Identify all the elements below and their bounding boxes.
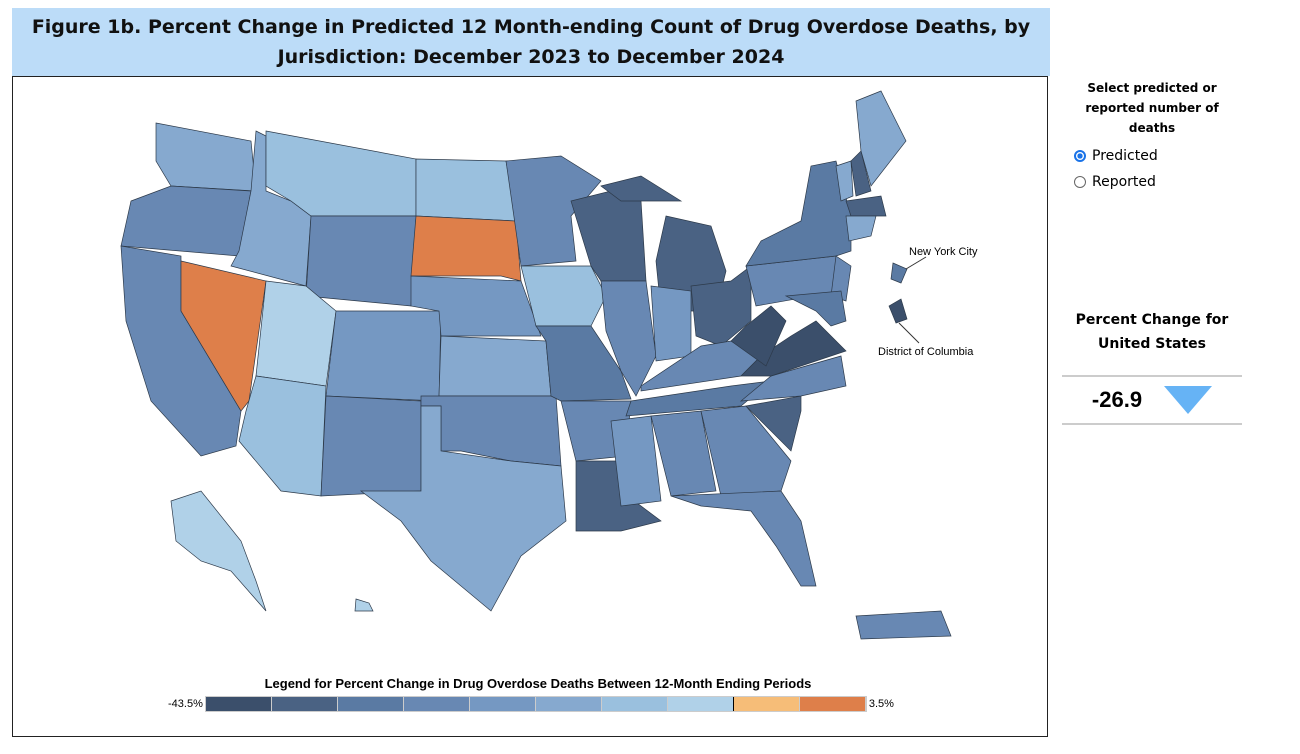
leader-line [905, 256, 927, 270]
jurisdiction-ak[interactable] [170, 490, 267, 612]
jurisdiction-sd[interactable] [410, 215, 522, 282]
jurisdiction-il[interactable] [600, 280, 657, 397]
radio-predicted[interactable]: Predicted [1074, 148, 1242, 164]
radio-dot[interactable] [1074, 176, 1086, 188]
jurisdiction-ma[interactable] [845, 195, 887, 217]
down-triangle-icon [1164, 386, 1213, 414]
jurisdiction-md[interactable] [784, 290, 847, 327]
jurisdiction-or[interactable] [120, 185, 252, 257]
legend-max-label: 3.5% [868, 698, 894, 710]
radio-label: Reported [1092, 174, 1156, 190]
jurisdiction-nyc[interactable] [890, 262, 908, 284]
jurisdiction-co[interactable] [325, 310, 442, 402]
jurisdiction-me[interactable] [855, 90, 907, 187]
jurisdiction-ct[interactable] [845, 215, 877, 242]
jurisdiction-vt[interactable] [835, 160, 854, 202]
legend-swatch [667, 697, 734, 711]
percent-change-value: -26.9 [1091, 387, 1143, 412]
jurisdiction-ny[interactable] [745, 160, 852, 267]
jurisdiction-fl[interactable] [670, 490, 817, 587]
jurisdiction-nc[interactable] [739, 355, 847, 402]
jurisdiction-hi[interactable] [354, 598, 374, 612]
jurisdiction-ga[interactable] [700, 405, 792, 497]
figure-title: Figure 1b. Percent Change in Predicted 1… [12, 8, 1050, 76]
jurisdiction-ms[interactable] [610, 415, 662, 507]
legend-swatch [403, 697, 470, 711]
jurisdiction-ks[interactable] [438, 335, 552, 397]
jurisdiction-wv[interactable] [730, 305, 787, 367]
radio-label: Predicted [1092, 148, 1158, 164]
jurisdiction-sc[interactable] [745, 395, 802, 452]
legend: -43.5% 3.5% [168, 696, 894, 712]
jurisdiction-az[interactable] [238, 375, 327, 497]
jurisdiction-ia[interactable] [520, 265, 607, 327]
jurisdiction-dc[interactable] [888, 298, 908, 324]
legend-min-label: -43.5% [168, 698, 203, 710]
jurisdiction-nj[interactable] [830, 255, 852, 302]
percent-change-box: -26.9 [1062, 375, 1242, 425]
jurisdiction-nm[interactable] [320, 395, 422, 497]
jurisdiction-pr[interactable] [855, 610, 952, 640]
jurisdiction-al[interactable] [650, 410, 717, 497]
jurisdiction-tx[interactable] [359, 405, 567, 612]
nyc-label: New York City [909, 246, 978, 258]
jurisdiction-miu[interactable] [600, 175, 683, 202]
radio-dot[interactable] [1074, 150, 1086, 162]
legend-title: Legend for Percent Change in Drug Overdo… [264, 676, 812, 691]
jurisdiction-nv[interactable] [180, 260, 267, 412]
map-panel: New York City District of Columbia [12, 76, 1048, 737]
dc-label: District of Columbia [878, 346, 974, 358]
jurisdiction-mo[interactable] [535, 325, 632, 402]
legend-swatch [601, 697, 668, 711]
jurisdiction-nh[interactable] [850, 150, 872, 197]
side-panel: Select predicted or reported number of d… [1062, 78, 1242, 425]
legend-swatch [799, 697, 866, 711]
jurisdiction-wa[interactable] [155, 122, 257, 192]
radio-reported[interactable]: Reported [1074, 174, 1242, 190]
legend-swatch [337, 697, 404, 711]
us-choropleth-map: New York City District of Columbia [120, 90, 978, 640]
jurisdiction-in[interactable] [650, 285, 692, 362]
jurisdiction-oh[interactable] [690, 265, 752, 347]
legend-swatch [469, 697, 536, 711]
legend-swatch [205, 697, 272, 711]
legend-swatch [271, 697, 338, 711]
legend-swatch [733, 697, 800, 711]
jurisdiction-nd[interactable] [415, 158, 517, 222]
legend-swatch [535, 697, 602, 711]
leader-line [898, 322, 920, 344]
select-title: Select predicted or reported number of d… [1085, 81, 1219, 135]
percent-change-title: Percent Change for United States [1075, 312, 1229, 352]
jurisdiction-wy[interactable] [305, 215, 417, 307]
jurisdiction-ut[interactable] [255, 280, 337, 387]
